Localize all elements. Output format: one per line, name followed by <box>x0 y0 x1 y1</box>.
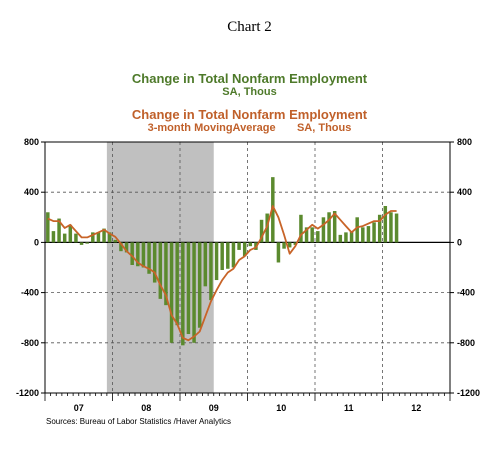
bar-2010-11 <box>304 227 309 243</box>
bar-2010-07 <box>282 242 286 249</box>
legend-line-units: 3-month MovingAverage SA, Thous <box>147 122 352 134</box>
bar-2007-12 <box>107 232 112 243</box>
bar-2009-06 <box>209 242 213 301</box>
bar-2010-03 <box>259 219 264 243</box>
bar-2011-03 <box>327 212 331 243</box>
y-tick-label-right: 400 <box>457 187 472 197</box>
source-note: Sources: Bureau of Labor Statistics /Hav… <box>46 417 231 426</box>
bar-2007-09 <box>91 232 95 243</box>
grid-layer <box>45 142 450 393</box>
bar-2007-04 <box>62 233 67 243</box>
bar-2007-06 <box>74 233 78 243</box>
bar-2011-11 <box>372 222 376 243</box>
y-tick-label-left: -400 <box>21 288 39 298</box>
bar-2008-06 <box>141 242 146 268</box>
bar-2011-02 <box>321 217 326 243</box>
bar-2007-05 <box>68 224 73 243</box>
legend-bar-title: Change in Total Nonfarm Employment <box>131 71 368 86</box>
bar-2012-01 <box>383 206 388 243</box>
y-tick-label-right: -800 <box>457 338 475 348</box>
y-tick-label-right: 800 <box>457 137 472 147</box>
bar-2011-12 <box>377 214 382 243</box>
bar-2011-10 <box>366 226 371 243</box>
x-tick-label: 12 <box>411 403 421 413</box>
y-tick-label-left: 0 <box>34 237 39 247</box>
bar-2011-05 <box>338 234 343 243</box>
bar-2010-01 <box>248 242 253 247</box>
bar-2011-06 <box>344 232 348 243</box>
bar-2008-12 <box>175 242 179 326</box>
y-tick-label-right: 0 <box>457 237 462 247</box>
bar-2008-11 <box>169 242 174 343</box>
bar-layer <box>46 177 399 346</box>
bar-2010-12 <box>310 227 314 243</box>
bar-2009-07 <box>214 242 219 281</box>
bar-2012-02 <box>389 212 393 243</box>
bar-2007-08 <box>85 242 89 244</box>
bar-2008-08 <box>152 242 157 283</box>
x-tick-label: 07 <box>74 403 84 413</box>
bar-2011-07 <box>349 231 354 243</box>
line-layer <box>47 205 397 342</box>
bar-2008-10 <box>164 242 168 306</box>
bar-2007-02 <box>51 231 56 243</box>
bar-2010-05 <box>271 177 275 243</box>
bar-2008-05 <box>136 242 140 267</box>
chart-heading: Chart 2 <box>227 19 272 35</box>
y-tick-label-right: -1200 <box>457 388 480 398</box>
legend-line-title: Change in Total Nonfarm Employment <box>131 107 368 122</box>
bar-2009-11 <box>237 242 241 250</box>
bar-2008-01 <box>113 239 118 243</box>
bar-2008-03 <box>124 242 129 253</box>
y-tick-label-left: 800 <box>24 137 39 147</box>
bar-2010-06 <box>276 242 281 263</box>
bar-2007-10 <box>96 232 101 243</box>
y-tick-label-right: -400 <box>457 288 475 298</box>
bar-2009-04 <box>197 242 202 328</box>
bar-2009-08 <box>220 242 224 271</box>
x-tick-label: 10 <box>276 403 286 413</box>
bar-2011-08 <box>355 217 359 243</box>
bar-2009-09 <box>226 242 230 269</box>
legend-line-series: Change in Total Nonfarm Employment 3-mon… <box>0 108 499 135</box>
bar-2009-01 <box>181 242 185 346</box>
y-tick-label-left: -1200 <box>16 388 39 398</box>
y-tick-label-left: 400 <box>24 187 39 197</box>
bar-2011-01 <box>316 231 320 243</box>
bar-2009-10 <box>231 242 236 268</box>
bar-2012-03 <box>394 213 399 243</box>
legend-bar-series: Change in Total Nonfarm Employment SA, T… <box>0 72 499 99</box>
x-tick-label: 08 <box>141 403 151 413</box>
bar-2007-01 <box>46 212 50 243</box>
bar-2009-05 <box>203 242 208 287</box>
y-tick-label-left: -800 <box>21 338 39 348</box>
bar-2008-02 <box>119 242 123 252</box>
legend-bar-units: SA, Thous <box>222 86 277 98</box>
bar-2010-09 <box>293 242 298 245</box>
bar-2011-04 <box>332 211 337 243</box>
bar-2010-08 <box>287 242 292 248</box>
bar-2008-07 <box>147 242 151 274</box>
bar-2010-10 <box>299 214 303 243</box>
bar-2009-02 <box>186 242 191 335</box>
bar-2007-03 <box>57 218 61 243</box>
bar-2009-03 <box>192 242 196 343</box>
bar-2011-09 <box>361 227 365 243</box>
axis-layer: 800 800 400 400 0 0 -400 -400 -800 -800 -1200 -1200… <box>16 137 480 413</box>
bar-2008-04 <box>130 242 134 265</box>
x-tick-label: 09 <box>209 403 219 413</box>
bar-2007-11 <box>102 228 106 243</box>
bar-2008-09 <box>158 242 163 299</box>
moving-average-line <box>47 205 397 342</box>
bar-2007-07 <box>79 242 84 245</box>
x-tick-label: 11 <box>344 403 354 413</box>
bar-2009-12 <box>242 242 247 257</box>
